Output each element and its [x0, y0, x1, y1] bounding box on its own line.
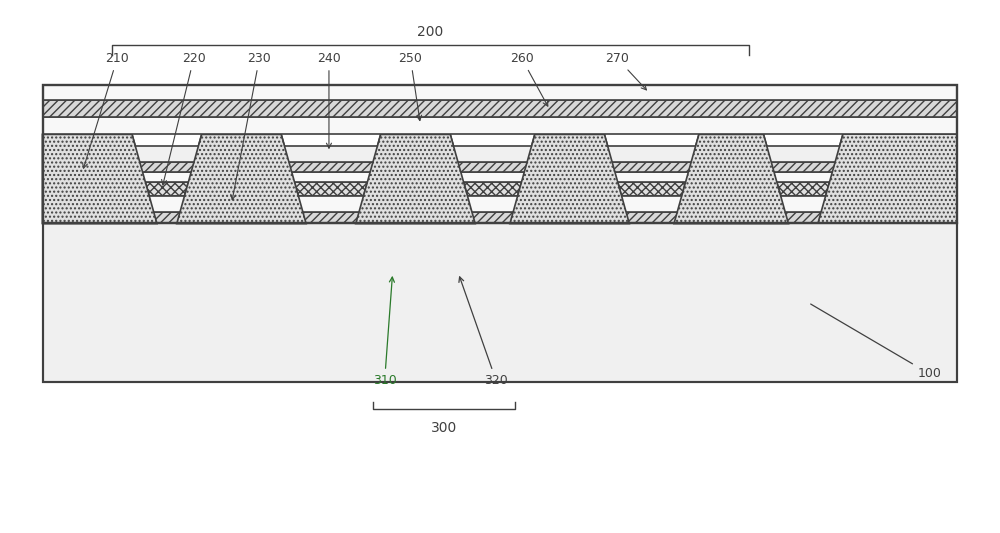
Text: 270: 270 [605, 52, 646, 90]
Bar [43, 146, 957, 162]
Text: 310: 310 [373, 277, 397, 387]
Polygon shape [818, 134, 957, 223]
Text: 320: 320 [459, 277, 508, 387]
Polygon shape [674, 134, 788, 223]
Text: 260: 260 [510, 52, 548, 106]
Text: 210: 210 [83, 52, 129, 168]
Bar [43, 100, 957, 117]
Polygon shape [510, 134, 629, 223]
Bar [43, 172, 957, 182]
Polygon shape [818, 134, 957, 223]
Polygon shape [43, 134, 157, 223]
Bar [43, 162, 957, 172]
Bar [43, 85, 957, 100]
Polygon shape [356, 134, 475, 223]
Polygon shape [177, 134, 306, 223]
Polygon shape [674, 134, 788, 223]
Text: 220: 220 [162, 52, 206, 185]
Bar [43, 196, 957, 212]
Text: 200: 200 [417, 26, 444, 39]
Polygon shape [510, 134, 629, 223]
Polygon shape [356, 134, 475, 223]
Text: 230: 230 [231, 52, 271, 200]
Bar [43, 212, 957, 223]
Polygon shape [177, 134, 306, 223]
Text: 250: 250 [399, 52, 422, 120]
Bar [43, 182, 957, 196]
Text: 240: 240 [317, 52, 341, 148]
Bar [43, 117, 957, 134]
Bar [43, 223, 957, 382]
Polygon shape [43, 134, 157, 223]
Bar [43, 85, 957, 223]
Text: 300: 300 [431, 422, 457, 435]
Text: 100: 100 [811, 304, 942, 381]
Bar [43, 223, 957, 382]
